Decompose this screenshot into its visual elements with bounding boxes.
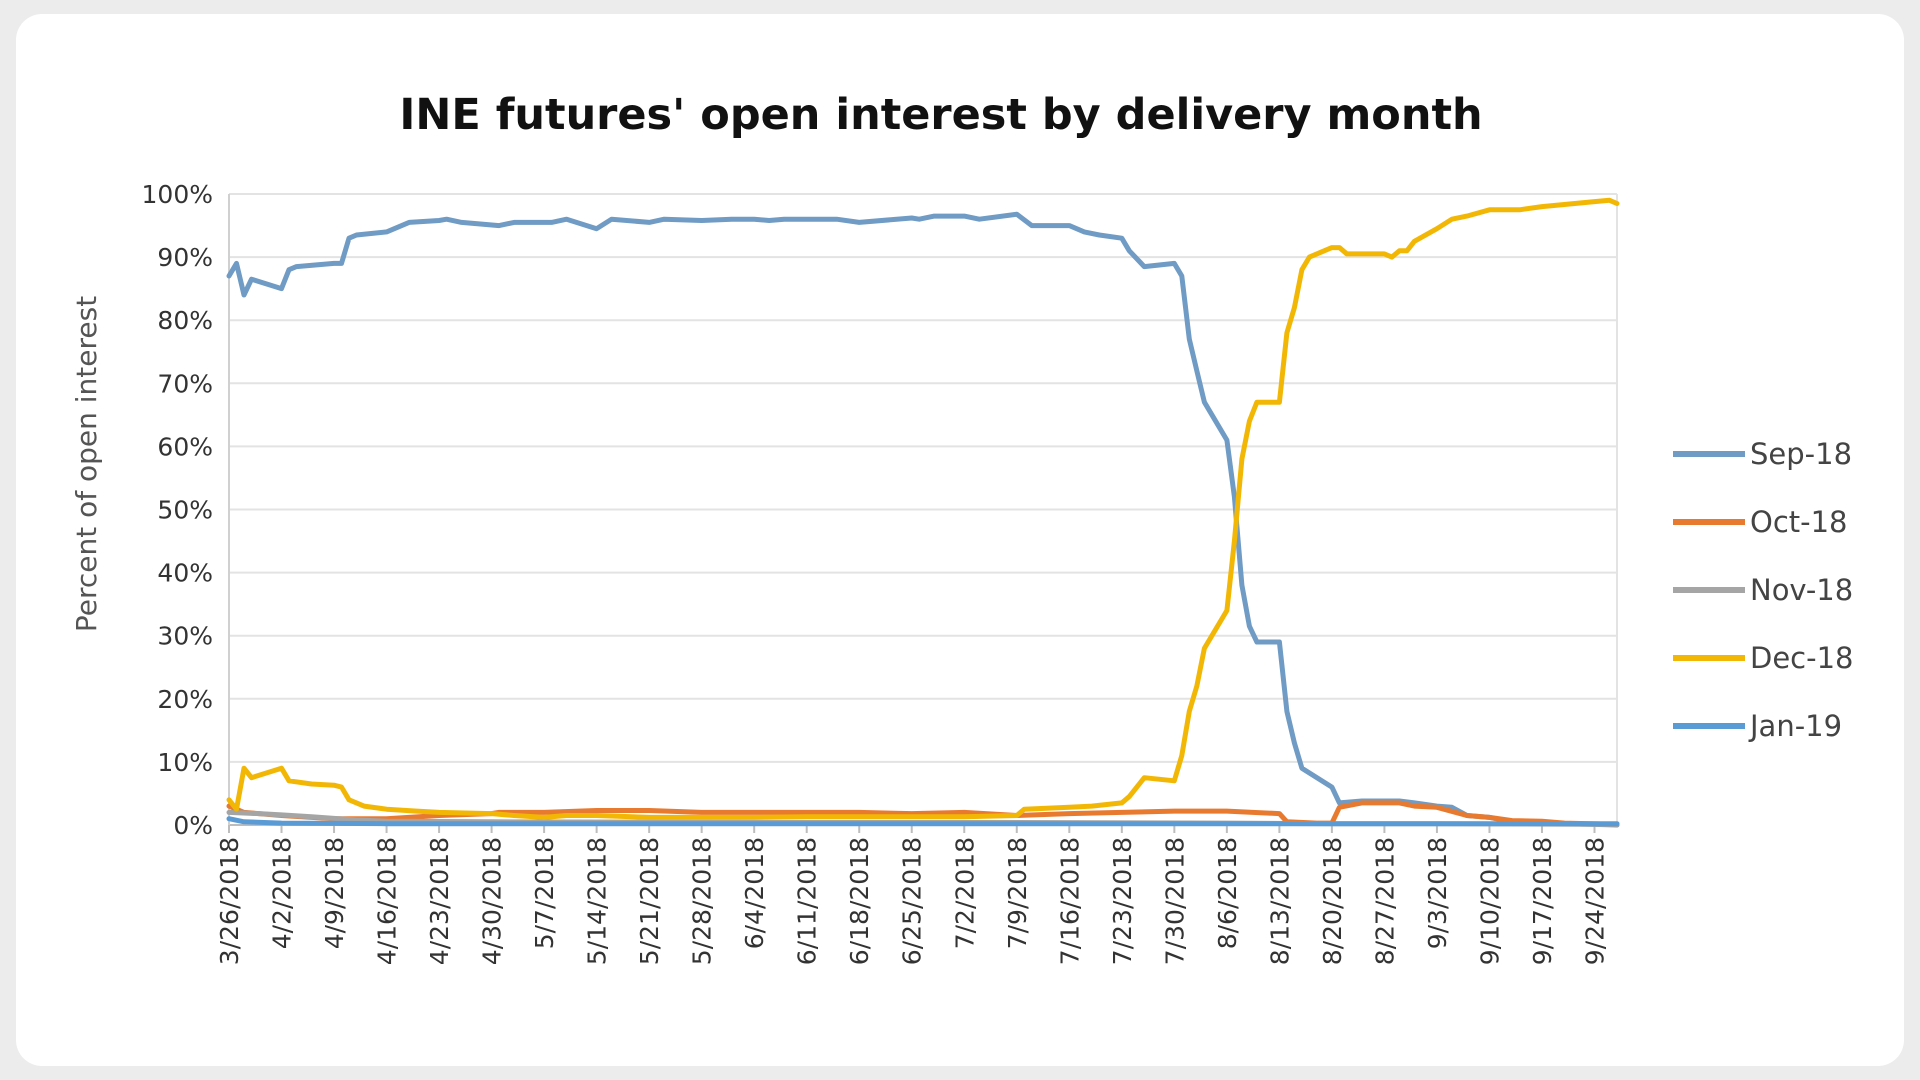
x-tick-label: 5/14/2018	[583, 837, 612, 965]
legend-label: Dec-18	[1750, 641, 1853, 675]
x-tick-label: 6/18/2018	[845, 837, 874, 965]
x-tick-label: 4/2/2018	[268, 837, 297, 949]
x-tick-label: 7/9/2018	[1003, 837, 1032, 949]
y-tick-label: 80%	[157, 306, 213, 335]
x-tick-label: 7/30/2018	[1160, 837, 1189, 965]
y-tick-label: 20%	[157, 685, 213, 714]
y-tick-label: 30%	[157, 622, 213, 651]
x-tick-label: 8/20/2018	[1318, 837, 1347, 965]
gridlines	[228, 193, 1618, 826]
x-axis-ticks: 3/26/2018 4/2/2018 4/9/2018 4/16/2018 4/23/2…	[215, 825, 1609, 965]
x-tick-label: 4/16/2018	[373, 837, 402, 965]
x-tick-label: 8/13/2018	[1265, 837, 1294, 965]
x-tick-label: 4/30/2018	[478, 837, 507, 965]
chart-frame: INE futures' open interest by delivery m…	[16, 14, 1904, 1066]
x-tick-label: 9/24/2018	[1580, 837, 1609, 965]
line-chart: INE futures' open interest by delivery m…	[70, 90, 1853, 965]
x-tick-label: 5/21/2018	[635, 837, 664, 965]
x-tick-label: 9/3/2018	[1423, 837, 1452, 949]
legend-label: Jan-19	[1748, 709, 1842, 743]
legend-label: Sep-18	[1750, 437, 1852, 471]
x-tick-label: 4/23/2018	[425, 837, 454, 965]
x-tick-label: 8/27/2018	[1370, 837, 1399, 965]
x-tick-label: 4/9/2018	[320, 837, 349, 949]
y-tick-label: 60%	[157, 432, 213, 461]
x-tick-label: 7/16/2018	[1055, 837, 1084, 965]
series-line-dec-18	[226, 197, 1620, 820]
legend-label: Nov-18	[1750, 573, 1853, 607]
y-tick-label: 50%	[157, 496, 213, 525]
legend-label: Oct-18	[1750, 505, 1848, 539]
x-tick-label: 6/4/2018	[740, 837, 769, 949]
legend: Sep-18 Oct-18 Nov-18 Dec-18 Jan-19	[1673, 437, 1853, 743]
y-tick-label: 40%	[157, 559, 213, 588]
y-tick-label: 0%	[173, 811, 213, 840]
x-tick-label: 3/26/2018	[215, 837, 244, 965]
y-axis-label: Percent of open interest	[70, 296, 103, 632]
x-tick-label: 7/2/2018	[950, 837, 979, 949]
x-tick-label: 9/17/2018	[1528, 837, 1557, 965]
x-tick-label: 6/25/2018	[898, 837, 927, 965]
y-tick-label: 100%	[142, 180, 213, 209]
y-axis-ticks: 0% 10% 20% 30% 40% 50% 60% 70% 80% 90% 100%	[142, 180, 213, 840]
x-tick-label: 7/23/2018	[1108, 837, 1137, 965]
chart-title: INE futures' open interest by delivery m…	[399, 90, 1482, 140]
series-lines	[226, 197, 1620, 828]
x-tick-label: 8/6/2018	[1213, 837, 1242, 949]
series-line-jan-19	[226, 816, 1620, 827]
y-tick-label: 10%	[157, 748, 213, 777]
x-tick-label: 5/28/2018	[688, 837, 717, 965]
x-tick-label: 9/10/2018	[1475, 837, 1504, 965]
x-tick-label: 6/11/2018	[793, 837, 822, 965]
series-line-sep-18	[226, 211, 1620, 828]
y-tick-label: 90%	[157, 243, 213, 272]
y-tick-label: 70%	[157, 369, 213, 398]
x-tick-label: 5/7/2018	[530, 837, 559, 949]
